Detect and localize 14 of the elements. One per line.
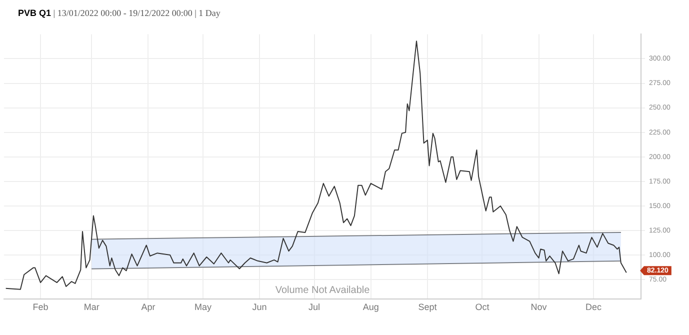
x-tick-label: Jun xyxy=(252,302,267,312)
x-tick-label: Mar xyxy=(84,302,100,312)
annotation: Volume Not Available xyxy=(275,284,370,296)
x-tick-label: Aug xyxy=(362,302,379,312)
x-tick-label: Dec xyxy=(586,302,602,312)
x-tick-label: Nov xyxy=(530,302,548,312)
x-tick-label: Jul xyxy=(308,302,320,312)
chart-subtitle: | 13/01/2022 00:00 - 19/12/2022 00:00 | 1 Day xyxy=(53,8,220,18)
x-tick-label: Apr xyxy=(141,302,156,312)
chart-title: PVB Q1 xyxy=(18,8,52,18)
x-tick-label: Oct xyxy=(475,302,490,312)
x-tick-label: Sept xyxy=(418,302,438,312)
x-tick-label: May xyxy=(194,302,212,312)
x-tick-label: Feb xyxy=(32,302,48,312)
